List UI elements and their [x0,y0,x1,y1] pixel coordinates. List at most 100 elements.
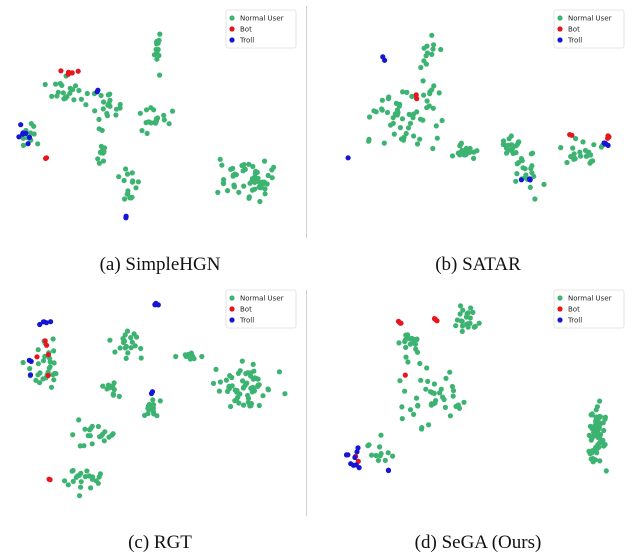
point-normal [430,46,436,52]
point-normal [439,117,445,124]
point-normal [510,150,516,156]
point-normal [20,135,26,141]
point-normal [217,379,223,385]
point-normal [412,341,418,347]
point-troll [352,454,358,461]
point-normal [183,353,189,359]
point-normal [406,111,412,117]
point-normal [82,474,88,480]
point-normal [128,195,134,201]
point-normal [62,478,68,484]
point-normal [225,188,231,194]
point-normal [83,102,89,108]
point-normal [151,52,157,58]
point-normal [424,50,430,56]
point-normal [101,148,107,154]
point-normal [244,380,250,386]
point-normal [414,349,421,355]
point-troll [26,134,33,140]
point-normal [100,383,106,389]
legend-label-normal: Normal User [568,15,612,23]
point-normal [78,479,84,485]
point-bot [75,68,81,74]
legend-box [553,289,625,329]
legend-marker-normal [229,15,235,21]
point-bot [567,132,573,138]
point-normal [132,343,138,349]
point-normal [373,452,379,459]
point-normal [265,172,271,179]
point-bot [398,320,404,326]
point-normal [110,383,116,389]
point-normal [453,323,459,329]
point-normal [453,403,459,409]
point-normal [71,97,77,103]
legend-marker-normal [557,295,563,301]
point-normal [249,187,256,193]
point-normal [513,178,519,184]
point-normal [124,171,131,177]
point-normal [382,457,388,463]
point-normal [421,92,427,98]
point-normal [414,141,421,147]
point-normal [50,372,56,378]
point-normal [78,484,84,490]
point-normal [88,485,94,491]
point-troll [37,321,43,328]
point-normal [423,61,429,67]
point-normal [50,336,56,342]
point-normal [116,393,122,399]
point-normal [151,107,157,113]
point-normal [216,388,222,394]
point-normal [388,122,394,128]
point-normal [233,397,239,403]
legend-box [225,9,297,49]
point-normal [252,170,258,176]
point-normal [87,433,93,439]
point-normal [437,390,443,396]
point-normal [133,185,139,191]
point-normal [104,110,110,117]
point-normal [564,159,570,166]
point-troll [20,130,26,136]
divider-top [306,6,307,238]
point-normal [169,108,176,114]
point-normal [378,451,384,457]
point-normal [430,105,436,111]
panel-b: Normal User Bot Troll [320,0,637,245]
point-normal [157,72,163,78]
point-troll [48,319,54,325]
point-normal [449,153,456,159]
point-troll [345,155,351,161]
scatter-plot-c: Normal User Bot Troll [20,289,297,499]
point-normal [128,335,134,341]
point-normal [145,403,151,409]
point-normal [227,373,233,379]
point-normal [471,324,477,330]
point-normal [463,145,469,151]
point-normal [438,46,444,53]
point-normal [135,179,141,185]
point-normal [411,133,417,139]
point-normal [414,336,420,343]
point-normal [99,127,105,133]
point-normal [97,434,103,440]
panel-d: Normal User Bot Troll [320,283,637,518]
point-normal [256,382,262,388]
legend: Normal User Bot Troll [225,289,297,329]
point-normal [431,83,437,89]
point-normal [138,355,144,361]
legend-label-troll: Troll [239,37,254,45]
point-normal [589,448,595,454]
point-normal [199,353,205,360]
point-normal [385,450,391,456]
point-normal [156,52,162,59]
point-normal [450,393,456,399]
point-normal [592,457,598,463]
legend-label-troll: Troll [239,317,254,325]
scatter-plot-b: Normal User Bot Troll [345,9,625,202]
point-bot [43,155,49,161]
point-bot [431,316,438,322]
point-normal [120,336,126,342]
point-normal [402,388,408,394]
